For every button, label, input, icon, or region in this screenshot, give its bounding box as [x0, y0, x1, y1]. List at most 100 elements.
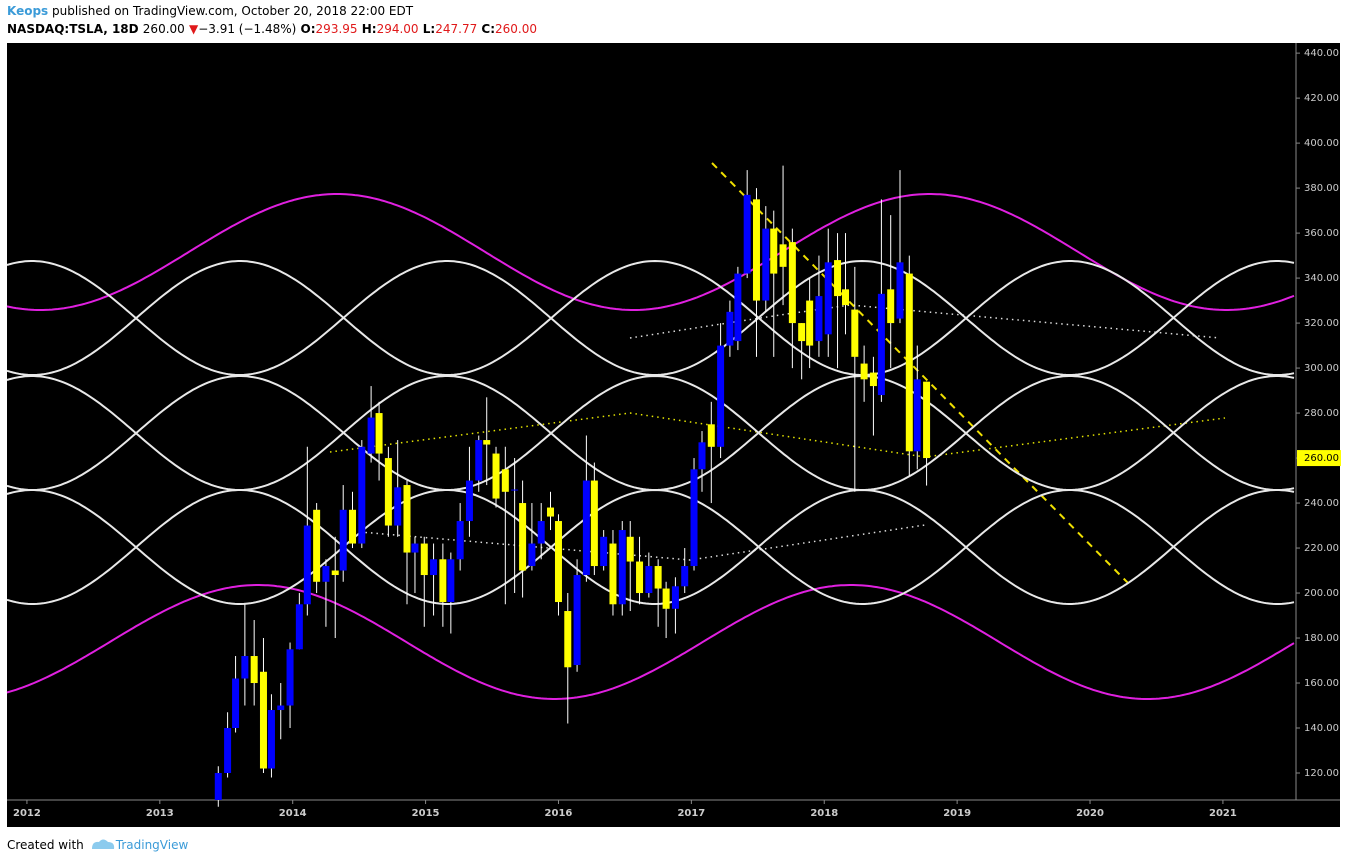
candle-body [600, 536, 608, 567]
candle-body [465, 480, 473, 522]
candle-body [824, 262, 832, 335]
candle-body [394, 487, 402, 526]
x-tick-label: 2012 [13, 808, 41, 819]
candle-body [626, 536, 634, 562]
y-tick-label: 340.00 [1304, 273, 1339, 284]
y-tick-label: 300.00 [1304, 363, 1339, 374]
candle-body [681, 566, 689, 587]
candle-body [645, 566, 653, 594]
dotted-line [629, 304, 1221, 339]
candle-body [313, 509, 321, 582]
cycle-curve [6, 374, 1295, 491]
dotted-line [329, 412, 1226, 458]
candle-body [717, 345, 725, 447]
ohlc-o: O:293.95 [301, 22, 358, 36]
candle-body [887, 289, 895, 324]
footer: Created with TradingView [7, 835, 188, 852]
publish-line: Keops published on TradingView.com, Octo… [7, 4, 413, 18]
candle-body [349, 509, 357, 544]
candle-body [590, 480, 598, 567]
l-value: 247.77 [435, 22, 478, 36]
symbol-line: NASDAQ:TSLA, 18D 260.00 ▼−3.91 (−1.48%) … [7, 22, 537, 36]
candle-body [528, 543, 536, 567]
candle-body [303, 525, 311, 605]
candle-body [384, 458, 392, 526]
candle-body [224, 728, 232, 774]
x-tick-label: 2018 [810, 808, 838, 819]
candle-body [277, 705, 285, 711]
candle-body [923, 381, 931, 459]
ohlc-c: C:260.00 [481, 22, 537, 36]
candle-body [609, 543, 617, 605]
candle-body [743, 194, 751, 274]
candle-body [214, 773, 222, 800]
y-tick-label: 160.00 [1304, 678, 1339, 689]
candle-body [475, 440, 483, 481]
candle-body [905, 273, 913, 452]
candle-body [573, 575, 581, 666]
candle-body [250, 656, 258, 684]
cycle-curve [6, 584, 1295, 700]
candle-body [358, 446, 366, 544]
candle-body [662, 588, 670, 609]
ohlc-l: L:247.77 [423, 22, 477, 36]
dotted-line [359, 524, 926, 561]
candle-body [690, 469, 698, 567]
x-tick-label: 2020 [1076, 808, 1104, 819]
y-tick-label: 120.00 [1304, 768, 1339, 779]
candle-body [519, 503, 527, 571]
y-tick-label: 360.00 [1304, 228, 1339, 239]
candle-body [501, 469, 509, 492]
footer-brand: TradingView [115, 838, 189, 852]
candle-body [734, 273, 742, 342]
candle-body [439, 559, 447, 603]
last-price-label: 260.00 [1304, 453, 1339, 464]
c-label: C: [481, 22, 496, 36]
candle-body [877, 293, 885, 396]
candle-body [375, 413, 383, 454]
x-tick-label: 2015 [412, 808, 440, 819]
symbol: NASDAQ:TSLA, 18D [7, 22, 139, 36]
candle-body [770, 228, 778, 274]
candle-body [707, 424, 715, 447]
candle-body [232, 678, 240, 729]
candle-body [779, 244, 787, 267]
candle-body [259, 671, 267, 769]
candle-body [420, 543, 428, 576]
x-tick-label: 2019 [943, 808, 971, 819]
candle-body [834, 260, 842, 297]
tv-logo [91, 839, 114, 849]
ohlc-h: H:294.00 [362, 22, 419, 36]
candle-body [411, 543, 419, 553]
cycle-curve [6, 488, 1295, 605]
candle-body [492, 453, 500, 499]
author: Keops [7, 4, 49, 18]
last: 260.00 [142, 22, 185, 36]
y-tick-label: 420.00 [1304, 93, 1339, 104]
cycle-curve [6, 193, 1295, 311]
c-value: 260.00 [495, 22, 538, 36]
y-tick-label: 220.00 [1304, 543, 1339, 554]
candle-body [322, 566, 330, 582]
candle-body [806, 300, 814, 346]
footer-text: Created with [7, 838, 84, 852]
candle-body [762, 228, 770, 301]
candle-body [403, 485, 411, 553]
cycle-curve [6, 259, 1295, 376]
candle-body [267, 710, 275, 769]
y-tick-label: 180.00 [1304, 633, 1339, 644]
y-tick-label: 240.00 [1304, 498, 1339, 509]
candle-body [815, 296, 823, 342]
candle-body [339, 509, 347, 571]
y-tick-label: 400.00 [1304, 138, 1339, 149]
candle-body [331, 570, 339, 576]
candle-body [698, 442, 706, 470]
candle-body [636, 561, 644, 594]
y-tick-label: 320.00 [1304, 318, 1339, 329]
h-label: H: [361, 22, 377, 36]
x-tick-label: 2017 [677, 808, 705, 819]
y-tick-label: 440.00 [1304, 48, 1339, 59]
cycle-curve [6, 488, 1295, 605]
candle-body [842, 289, 850, 306]
